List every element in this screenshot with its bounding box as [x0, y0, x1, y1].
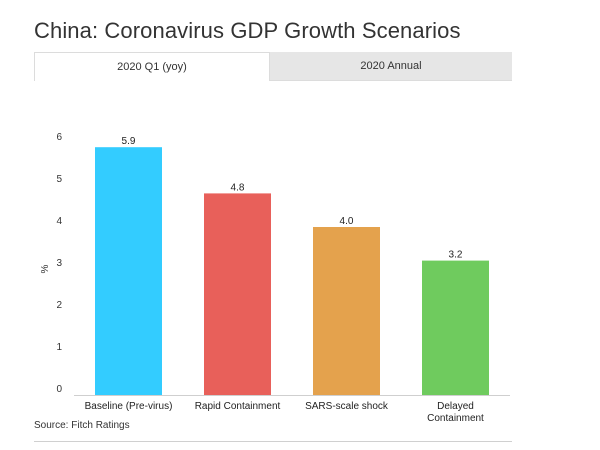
source-note: Source: Fitch Ratings	[34, 420, 130, 431]
chart-panel: China: Coronavirus GDP Growth Scenarios …	[32, 14, 512, 450]
data-label: 5.9	[122, 136, 136, 147]
x-category-label: Delayed	[437, 401, 474, 412]
bottom-divider	[34, 441, 512, 442]
y-tick-label: 5	[56, 174, 62, 185]
y-tick-label: 2	[56, 300, 62, 311]
bar	[95, 147, 162, 395]
bar-chart: 0 1 2 3 4 5 6% 5.9 Baseline (Pre-virus) 4.8 Rapid …	[40, 132, 510, 424]
tab-bar: 2020 Q1 (yoy) 2020 Annual	[34, 52, 512, 82]
data-label: 3.2	[449, 250, 463, 261]
x-category-label: SARS-scale shock	[305, 401, 389, 412]
x-category-label: Containment	[427, 413, 484, 424]
tab-2020-q1[interactable]: 2020 Q1 (yoy)	[34, 52, 270, 81]
y-tick-label: 1	[56, 342, 62, 353]
y-tick-label: 4	[56, 216, 62, 227]
y-tick-label: 3	[56, 258, 62, 269]
chart-title: China: Coronavirus GDP Growth Scenarios	[34, 18, 461, 43]
y-tick-label: 0	[56, 384, 62, 395]
bar	[422, 260, 489, 395]
y-tick-label: 6	[56, 132, 62, 143]
tab-2020-annual[interactable]: 2020 Annual	[270, 52, 512, 81]
y-axis-label: %	[40, 264, 51, 273]
bar	[313, 227, 380, 395]
x-category-label: Rapid Containment	[195, 401, 281, 412]
bar	[204, 193, 271, 395]
data-label: 4.0	[340, 216, 354, 227]
data-label: 4.8	[231, 182, 245, 193]
x-category-label: Baseline (Pre-virus)	[85, 401, 173, 412]
